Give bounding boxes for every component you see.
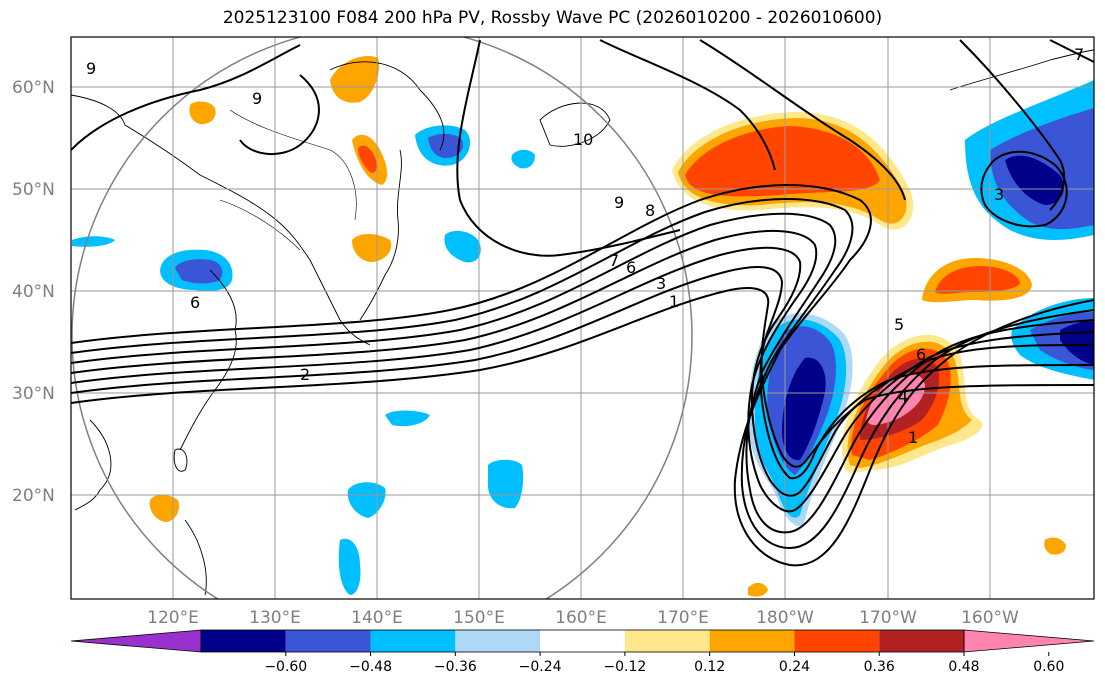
contour-label: 1 [669, 292, 679, 311]
contour-label: 10 [573, 130, 593, 149]
lon-label: 160°W [961, 608, 1019, 628]
borders [219, 109, 357, 251]
contour-label: 4 [898, 387, 908, 406]
contour-label: 3 [656, 274, 666, 293]
colorbar-swatch [370, 630, 456, 652]
colorbar-extend-min [70, 629, 202, 653]
colorbar-tick-label: −0.48 [349, 659, 392, 675]
contour-label: 9 [614, 193, 624, 212]
contour-label: 7 [609, 251, 619, 270]
colorbar: −0.60 −0.48 −0.36 −0.24 −0.12 0.12 0.24 0.36 0.4… [70, 629, 1095, 675]
colorbar-tick-label: −0.36 [434, 659, 477, 675]
contour-label: 3 [994, 185, 1004, 204]
lon-label: 170°E [657, 608, 709, 628]
colorbar-tick-label: 0.36 [864, 659, 895, 675]
contour-label: 9 [252, 89, 262, 108]
colorbar-tick-label: 0.12 [694, 659, 725, 675]
lon-label: 150°E [453, 608, 505, 628]
lat-label-50n: 50°N [12, 180, 55, 200]
map-area [71, 37, 1094, 599]
lon-label: 120°E [147, 608, 199, 628]
lon-label: 140°E [351, 608, 403, 628]
colorbar-swatch [285, 630, 371, 652]
lon-label: 130°E [249, 608, 301, 628]
colorbar-swatch [709, 630, 795, 652]
longitude-labels: 120°E 130°E 140°E 150°E 160°E 170°E 180°… [147, 608, 1019, 628]
colorbar-swatch [879, 630, 964, 652]
colorbar-tick-label: −0.12 [603, 659, 646, 675]
lat-label-40n: 40°N [12, 282, 55, 302]
colorbar-swatch [794, 630, 880, 652]
coastlines [71, 49, 1094, 596]
contour-label: 7 [1074, 45, 1084, 64]
contour-label: 1 [908, 428, 918, 447]
colorbar-swatch [624, 630, 710, 652]
colorbar-swatch [455, 630, 541, 652]
colorbar-swatch [201, 630, 286, 652]
pv-anomaly-shading [72, 56, 1094, 597]
lat-label-30n: 30°N [12, 384, 55, 404]
contour-label: 6 [916, 345, 926, 364]
colorbar-swatch [540, 630, 625, 652]
colorbar-tick-label: 0.24 [779, 659, 810, 675]
colorbar-tick-label: −0.24 [519, 659, 562, 675]
lon-label: 180°W [756, 608, 814, 628]
map-title: 2025123100 F084 200 hPa PV, Rossby Wave … [222, 8, 883, 28]
pv-contours [71, 39, 1094, 567]
contour-label: 9 [86, 59, 96, 78]
latitude-labels: 60°N 50°N 40°N 30°N 20°N [12, 78, 55, 506]
map-border [70, 36, 1095, 600]
colorbar-tick-label: −0.60 [264, 659, 307, 675]
contour-label: 5 [894, 315, 904, 334]
contour-label: 8 [645, 201, 655, 220]
contour-labels: 9 9 10 9 8 7 6 3 1 2 6 5 6 4 1 3 7 [86, 45, 1084, 447]
lat-label-60n: 60°N [12, 78, 55, 98]
lon-label: 160°E [555, 608, 607, 628]
colorbar-tick-label: 0.48 [948, 659, 979, 675]
lon-label: 170°W [859, 608, 917, 628]
gridlines [71, 37, 1094, 599]
colorbar-extend-max [963, 629, 1095, 653]
lat-label-20n: 20°N [12, 486, 55, 506]
contour-label: 6 [190, 293, 200, 312]
colorbar-outline [200, 629, 965, 653]
contour-label: 2 [300, 365, 310, 384]
colorbar-tick-label: 0.60 [1033, 659, 1064, 675]
region-circle [71, 37, 693, 599]
contour-label: 6 [626, 258, 636, 277]
